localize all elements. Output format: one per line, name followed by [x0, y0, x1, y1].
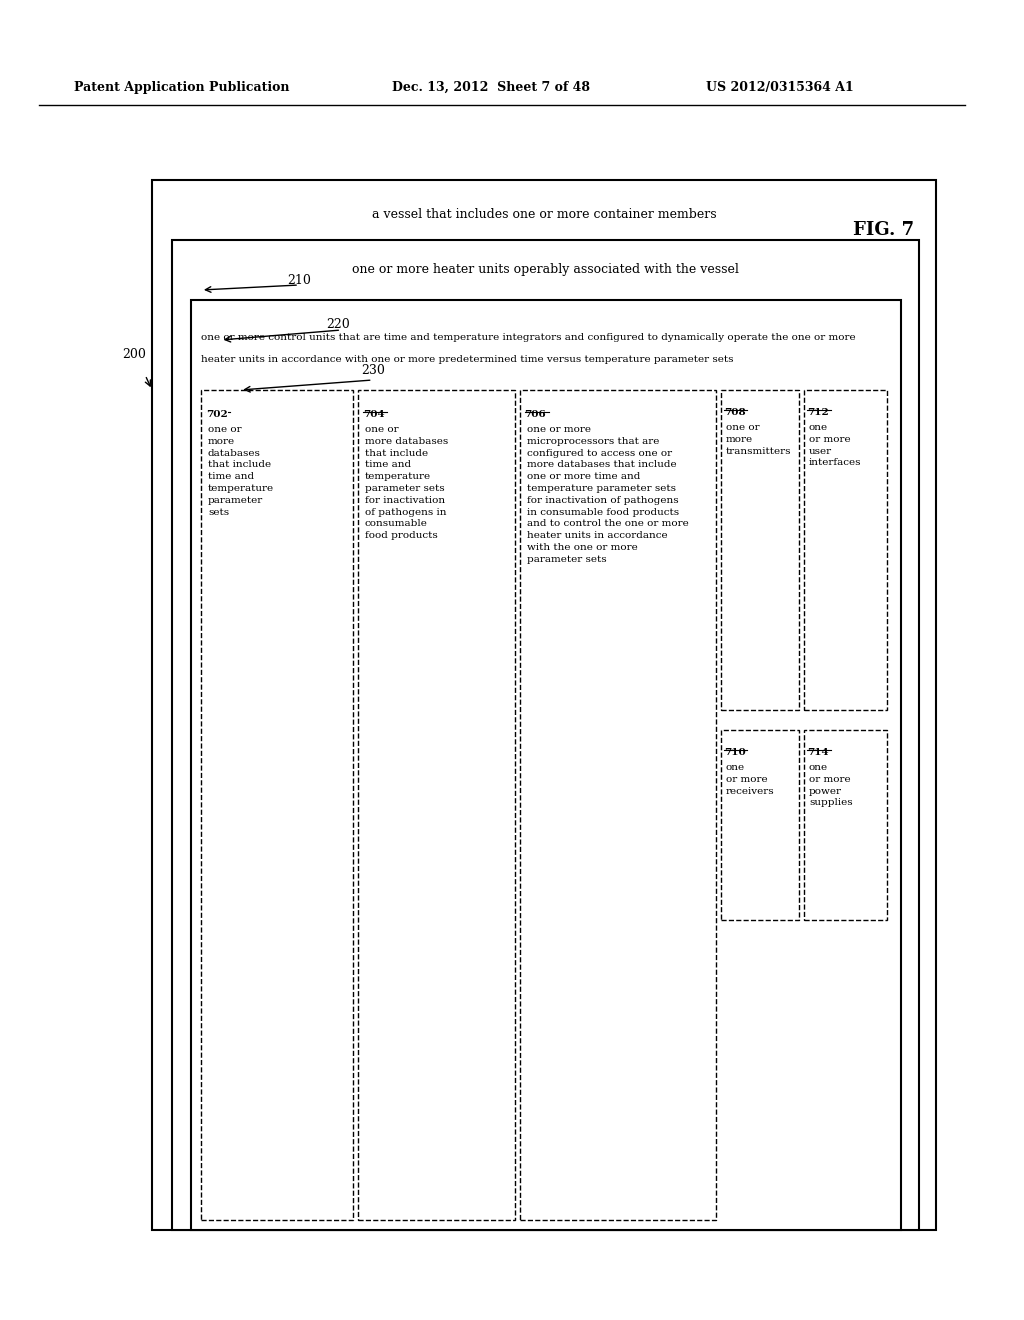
- Text: 708: 708: [724, 408, 745, 417]
- Text: 230: 230: [360, 363, 385, 376]
- Text: one or
more
databases
that include
time and
temperature
parameter
sets: one or more databases that include time …: [208, 425, 274, 516]
- Text: one
or more
receivers: one or more receivers: [726, 763, 774, 796]
- Text: 714: 714: [807, 748, 828, 756]
- Text: 200: 200: [123, 348, 146, 362]
- Text: FIG. 7: FIG. 7: [853, 220, 914, 239]
- FancyBboxPatch shape: [721, 389, 799, 710]
- Text: 706: 706: [524, 411, 547, 418]
- FancyBboxPatch shape: [201, 389, 353, 1220]
- Text: one
or more
power
supplies: one or more power supplies: [809, 763, 853, 808]
- FancyBboxPatch shape: [804, 389, 888, 710]
- Text: 704: 704: [362, 411, 384, 418]
- Text: one or
more
transmitters: one or more transmitters: [726, 422, 792, 455]
- Text: 220: 220: [327, 318, 350, 331]
- Text: one or
more databases
that include
time and
temperature
parameter sets
for inact: one or more databases that include time …: [365, 425, 449, 540]
- Bar: [191, 300, 901, 1230]
- FancyBboxPatch shape: [721, 730, 799, 920]
- FancyBboxPatch shape: [804, 730, 888, 920]
- Text: 210: 210: [288, 273, 311, 286]
- Text: a vessel that includes one or more container members: a vessel that includes one or more conta…: [372, 209, 717, 222]
- Text: Patent Application Publication: Patent Application Publication: [74, 81, 289, 94]
- Text: 712: 712: [807, 408, 828, 417]
- Text: one
or more
user
interfaces: one or more user interfaces: [809, 422, 861, 467]
- Text: one or more
microprocessors that are
configured to access one or
more databases : one or more microprocessors that are con…: [526, 425, 688, 564]
- Text: US 2012/0315364 A1: US 2012/0315364 A1: [706, 81, 854, 94]
- Text: one or more heater units operably associated with the vessel: one or more heater units operably associ…: [352, 264, 738, 276]
- FancyBboxPatch shape: [520, 389, 716, 1220]
- Text: heater units in accordance with one or more predetermined time versus temperatur: heater units in accordance with one or m…: [201, 355, 733, 364]
- Text: Dec. 13, 2012  Sheet 7 of 48: Dec. 13, 2012 Sheet 7 of 48: [392, 81, 590, 94]
- Text: 702: 702: [206, 411, 227, 418]
- FancyBboxPatch shape: [358, 389, 515, 1220]
- Bar: [152, 180, 936, 1230]
- Text: one or more control units that are time and temperature integrators and configur: one or more control units that are time …: [201, 334, 856, 342]
- Bar: [172, 240, 919, 1230]
- Text: 710: 710: [724, 748, 745, 756]
